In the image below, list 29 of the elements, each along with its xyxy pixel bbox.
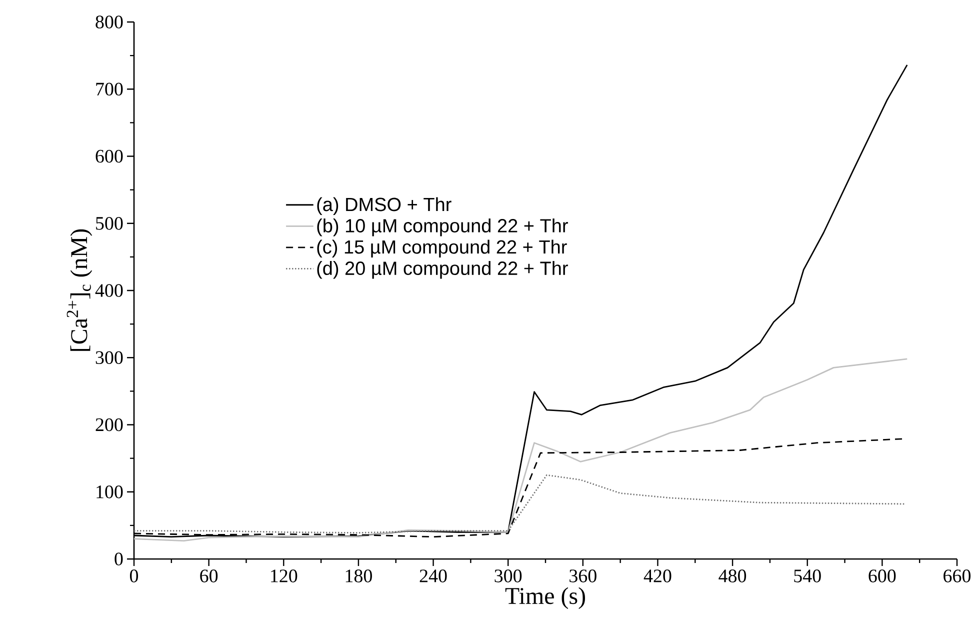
x-tick-label: 240: [420, 570, 447, 582]
y-tick-label: 700: [96, 82, 123, 96]
x-axis-title: Time (s): [505, 587, 585, 609]
y-tick-label: 800: [96, 16, 123, 28]
legend-label: (d) 20 µM compound 22 + Thr: [317, 261, 568, 279]
y-tick-label: 300: [96, 351, 123, 364]
y-axis-title: [Ca$^{2+}$]$_{c}$ (nM): [66, 229, 92, 351]
x-tick-label: 0: [130, 570, 138, 582]
x-tick-label: 300: [494, 570, 522, 582]
line-series: [134, 474, 906, 534]
y-tick-label: 500: [96, 216, 123, 230]
line-series: [134, 358, 908, 542]
x-tick-label: 60: [200, 570, 218, 582]
x-tick-label: 480: [718, 570, 746, 582]
y-tick-label: 200: [96, 418, 123, 432]
x-tick-label: 540: [794, 570, 821, 582]
y-tick-label: 0: [114, 552, 123, 566]
y-tick-label: 600: [96, 150, 123, 163]
x-tick-label: 420: [644, 570, 672, 582]
y-tick-label: 400: [95, 284, 123, 297]
y-tick-label: 100: [96, 485, 123, 498]
x-tick-label: 600: [868, 570, 896, 582]
x-tick-label: 660: [944, 570, 971, 582]
x-tick-label: 360: [570, 570, 596, 582]
legend-label: (a) DMSO + Thr: [317, 197, 452, 215]
legend-label: (c) 15 µM compound 22 + Thr: [317, 240, 567, 258]
legend-label: (b) 10 µM compound 22 + Thr: [317, 218, 568, 236]
x-tick-label: 180: [346, 570, 372, 582]
x-tick-label: 120: [271, 570, 298, 582]
